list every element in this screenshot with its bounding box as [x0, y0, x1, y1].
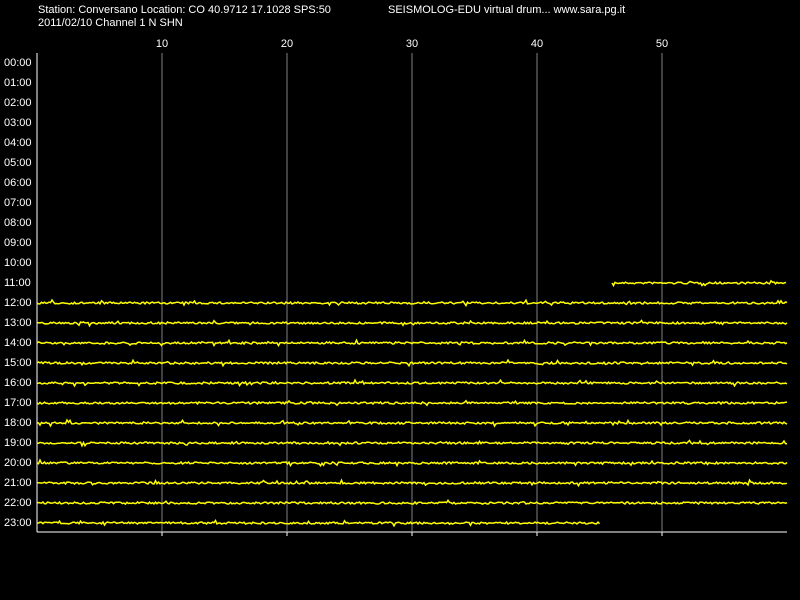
hour-label: 18:00: [4, 417, 32, 429]
hour-label: 04:00: [4, 137, 32, 149]
hour-label: 20:00: [4, 457, 32, 469]
hour-label: 19:00: [4, 437, 32, 449]
hour-label: 02:00: [4, 97, 32, 109]
trace: [36, 298, 788, 308]
hour-label: 07:00: [4, 197, 32, 209]
minute-label: 40: [531, 38, 543, 50]
trace: [36, 338, 788, 348]
hour-label: 14:00: [4, 337, 32, 349]
trace: [36, 478, 788, 488]
trace: [36, 439, 788, 448]
hour-label: 00:00: [4, 57, 32, 69]
minute-label: 50: [656, 38, 668, 50]
hour-label: 01:00: [4, 77, 32, 89]
hour-label: 03:00: [4, 117, 32, 129]
trace: [36, 399, 787, 407]
hour-label: 21:00: [4, 477, 32, 489]
hour-label: 16:00: [4, 377, 32, 389]
hour-label: 22:00: [4, 497, 32, 509]
minute-label: 30: [406, 38, 418, 50]
trace: [611, 279, 787, 288]
program-info: SEISMOLOG-EDU virtual drum... www.sara.p…: [388, 4, 625, 16]
hour-label: 10:00: [4, 257, 32, 269]
hour-label: 11:00: [4, 277, 31, 289]
minute-label: 20: [281, 38, 293, 50]
hour-label: 13:00: [4, 317, 32, 329]
hour-label: 17:00: [4, 397, 32, 409]
hour-label: 12:00: [4, 297, 32, 309]
hour-label: 05:00: [4, 157, 32, 169]
channel-info: 2011/02/10 Channel 1 N SHN: [38, 17, 183, 29]
hour-label: 23:00: [4, 517, 32, 529]
hour-label: 06:00: [4, 177, 32, 189]
trace: [36, 418, 788, 428]
trace: [37, 518, 601, 528]
hour-label: 08:00: [4, 217, 32, 229]
station-info: Station: Conversano Location: CO 40.9712…: [38, 4, 331, 16]
trace: [36, 378, 788, 388]
trace: [36, 458, 788, 468]
trace: [36, 319, 788, 328]
minute-label: 10: [156, 38, 168, 50]
trace: [36, 498, 788, 506]
hour-label: 15:00: [4, 357, 32, 369]
trace: [36, 358, 788, 368]
hour-label: 09:00: [4, 237, 32, 249]
